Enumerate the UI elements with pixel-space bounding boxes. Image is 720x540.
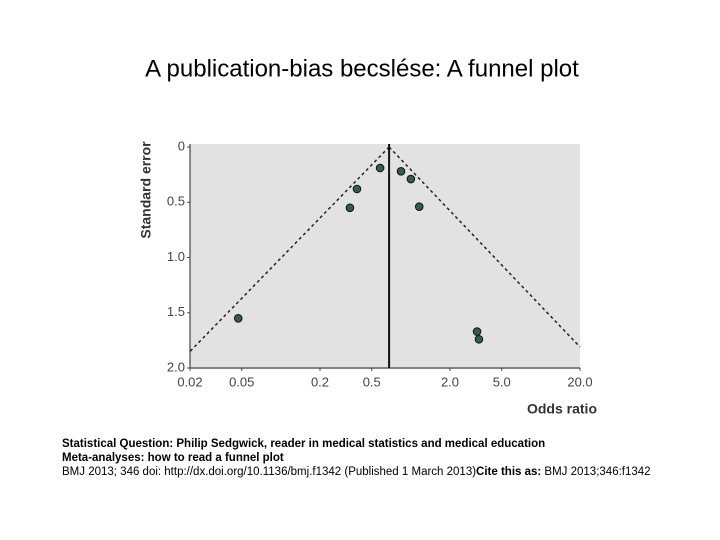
x-tick-label: 0.2 xyxy=(311,374,329,389)
study-point xyxy=(345,203,355,213)
x-tick-label: 20.0 xyxy=(567,374,592,389)
y-axis-label: Standard error xyxy=(138,141,154,239)
plot-background xyxy=(190,144,580,369)
study-point xyxy=(375,163,385,173)
x-axis-label: Odds ratio xyxy=(527,401,597,417)
study-point xyxy=(474,334,484,344)
x-tick-label: 0.02 xyxy=(177,374,202,389)
x-tick-label: 5.0 xyxy=(493,374,511,389)
y-tick-label: 1.0 xyxy=(167,249,185,264)
x-tick-label: 2.0 xyxy=(441,374,459,389)
study-point xyxy=(396,167,406,176)
study-point xyxy=(352,184,362,194)
y-tick-label: 0.5 xyxy=(167,194,185,209)
y-tick-label: 0 xyxy=(178,138,185,153)
study-point xyxy=(472,327,482,336)
citation: BMJ 2013;346:f1342 xyxy=(541,466,651,478)
slide-title: A publication-bias becslése: A funnel pl… xyxy=(145,55,579,82)
caption-line: BMJ 2013; 346 doi: http://dx.doi.org/10.… xyxy=(62,466,651,479)
funnel-line xyxy=(388,146,581,348)
citation-label: Cite this as: xyxy=(476,466,542,478)
study-point xyxy=(414,202,424,211)
caption-line: Meta-analyses: how to read a funnel plot xyxy=(62,452,284,464)
x-tick-label: 0.5 xyxy=(363,374,381,389)
y-tick-label: 2.0 xyxy=(167,359,185,374)
study-point xyxy=(406,174,416,184)
study-point xyxy=(233,313,243,323)
y-tick-label: 1.5 xyxy=(167,304,185,319)
citation: BMJ 2013; 346 doi: http://dx.doi.org/10.… xyxy=(62,466,477,478)
caption-line: Statistical Question: Philip Sedgwick, r… xyxy=(62,438,546,450)
x-tick-label: 0.05 xyxy=(229,374,254,389)
